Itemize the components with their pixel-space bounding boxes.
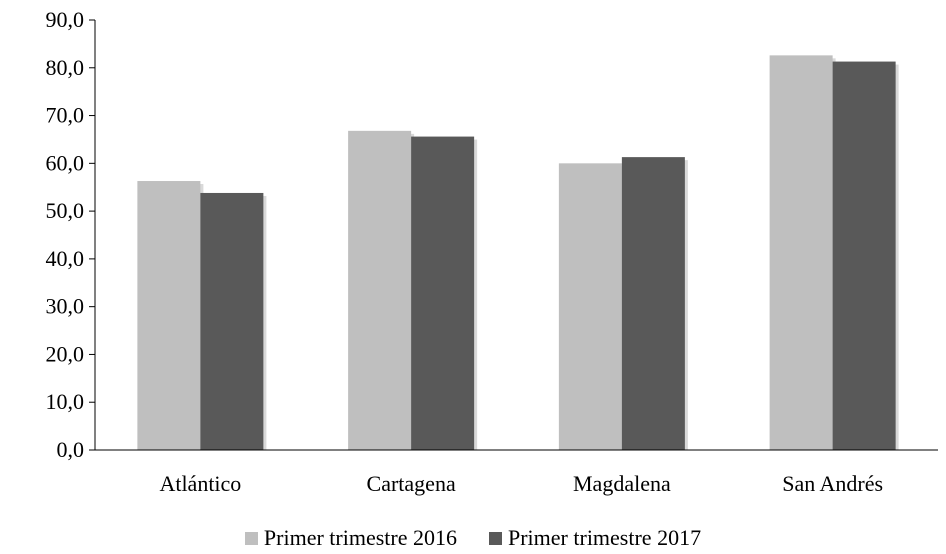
y-tick-label: 30,0: [46, 294, 85, 319]
y-tick-label: 50,0: [46, 198, 85, 223]
legend-swatch-2016: [244, 531, 258, 545]
bar-2017: [411, 136, 475, 451]
x-category-label: Magdalena: [573, 471, 671, 496]
bar-2017: [200, 192, 264, 450]
bar-2017: [832, 61, 896, 451]
bar-2016: [137, 181, 201, 450]
legend-item-2017: Primer trimestre 2017: [489, 525, 701, 551]
legend-swatch-2017: [489, 531, 502, 545]
x-category-label: Cartagena: [367, 471, 456, 496]
bar-2016: [558, 163, 622, 451]
y-tick-label: 60,0: [46, 150, 85, 175]
bars: [137, 55, 899, 451]
legend-item-2016: Primer trimestre 2016: [244, 525, 457, 551]
bar-chart: 0,010,020,030,040,050,060,070,080,090,0 …: [46, 7, 938, 496]
y-tick-label: 0,0: [57, 437, 85, 462]
x-axis-labels: Atlántico Cartagena Magdalena San Andrés: [159, 471, 883, 496]
y-tick-label: 40,0: [46, 246, 85, 271]
y-tick-label: 10,0: [46, 389, 85, 414]
y-axis-ticks: 0,0 10,0 20,0 30,0 40,0 50,0 60,0 70,0 80,0 90,0: [46, 7, 95, 462]
bar-2016: [769, 55, 833, 450]
y-tick-label: 20,0: [46, 341, 85, 366]
legend-label-2016: Primer trimestre 2016: [263, 525, 457, 550]
y-tick-label: 90,0: [46, 7, 85, 32]
bar-2016: [348, 130, 412, 450]
y-tick-label: 70,0: [46, 103, 85, 128]
x-category-label: San Andrés: [782, 471, 883, 496]
legend-label-2017: Primer trimestre 2017: [508, 525, 702, 550]
bar-2017: [621, 157, 685, 450]
y-tick-label: 80,0: [46, 55, 85, 80]
x-category-label: Atlántico: [159, 471, 241, 496]
legend: Primer trimestre 2016 Primer trimestre 2…: [0, 522, 946, 554]
